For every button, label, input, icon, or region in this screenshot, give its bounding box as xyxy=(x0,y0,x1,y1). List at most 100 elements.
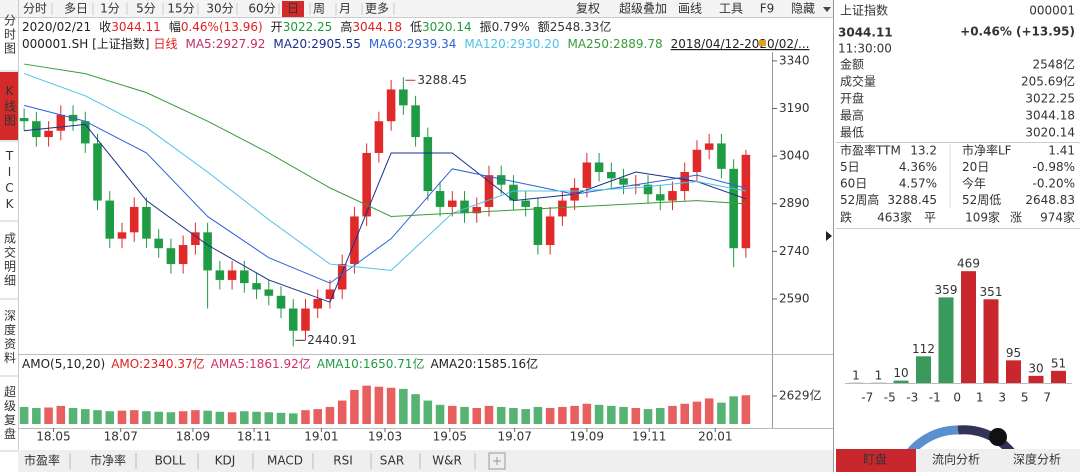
row-label: 最高 xyxy=(840,108,864,123)
indicator-tab[interactable]: MACD xyxy=(267,454,303,468)
candle-body xyxy=(166,248,176,265)
bar-value-label: 95 xyxy=(1006,346,1021,360)
toolbar-tab[interactable]: 日 xyxy=(287,2,299,16)
info-value: 3044.11 xyxy=(111,20,161,34)
toolbar-button[interactable]: 画线 xyxy=(678,2,702,16)
volume-bar xyxy=(117,410,127,424)
x-tick-label: 19.05 xyxy=(433,430,467,444)
edge-label: 0 xyxy=(953,391,961,405)
toolbar-tab[interactable]: 15分 xyxy=(167,2,194,16)
lock-icon xyxy=(759,40,766,46)
toolbar-tab[interactable]: 60分 xyxy=(248,2,275,16)
panel-tab[interactable]: 深度分析 xyxy=(1013,452,1061,467)
candle-body xyxy=(44,130,53,138)
toolbar-tab[interactable]: 30分 xyxy=(206,2,233,16)
volume-bar xyxy=(68,408,78,424)
candle-body xyxy=(142,206,151,239)
x-tick-label: 18.05 xyxy=(36,430,70,444)
side-tab[interactable]: TICK xyxy=(3,149,17,213)
indicator-tab[interactable]: 市盈率 xyxy=(24,453,60,468)
x-tick-label: 19.07 xyxy=(497,430,531,444)
side-tab[interactable]: 分时图 xyxy=(3,14,17,56)
gauge-needle xyxy=(989,428,1007,446)
ma-line xyxy=(24,63,746,217)
volume-bar xyxy=(729,396,738,424)
add-tab[interactable] xyxy=(488,452,506,470)
candle-body xyxy=(680,172,689,192)
chart-title: 000001.SH [上证指数] xyxy=(22,36,149,51)
toolbar-button[interactable]: 超级叠加 xyxy=(619,1,667,16)
stat-value: 2648.83 xyxy=(1025,193,1075,207)
toolbar-tab[interactable]: 5分 xyxy=(136,2,156,16)
date-range: 2018/04/12-2020/02/... xyxy=(671,37,810,51)
candle-body xyxy=(288,308,298,331)
quote-time: 11:30:00 xyxy=(838,42,892,56)
collapse-arrow[interactable] xyxy=(826,231,832,241)
x-tick-label: 19.09 xyxy=(570,430,604,444)
toolbar-button[interactable]: F9 xyxy=(760,2,775,16)
volume-bar xyxy=(680,403,689,424)
side-tab[interactable]: 成交明细 xyxy=(3,232,17,288)
y-tick-label: 3340 xyxy=(779,53,810,67)
toolbar-tab[interactable]: 1分 xyxy=(100,2,120,16)
volume-bar xyxy=(325,406,335,424)
candle-body xyxy=(154,238,163,249)
toolbar-tab[interactable]: 月 xyxy=(339,2,351,16)
bar-value-label: 112 xyxy=(912,342,935,356)
toolbar-tab[interactable]: 周 xyxy=(313,2,325,16)
y-tick-label: 2590 xyxy=(779,291,810,305)
volume-bar xyxy=(19,406,29,424)
candle-body xyxy=(594,162,604,172)
edge-label: -5 xyxy=(884,391,896,405)
stat-value: -0.98% xyxy=(1033,160,1075,174)
volume-bar xyxy=(484,405,494,424)
toolbar-button[interactable]: 隐藏 xyxy=(791,2,815,16)
distribution-bar xyxy=(961,271,976,383)
y-tick-label: 2740 xyxy=(779,244,810,258)
side-tab[interactable]: 深度资料 xyxy=(3,309,17,365)
y-tick-label: 2629亿 xyxy=(779,387,822,402)
x-tick-label: 18.09 xyxy=(176,430,210,444)
row-value: 205.69亿 xyxy=(1021,74,1075,89)
toolbar-tab[interactable]: 更多 xyxy=(365,2,389,16)
row-label: 成交量 xyxy=(840,74,876,89)
volume-bar xyxy=(717,402,726,424)
side-tab[interactable]: K线图 xyxy=(3,84,17,128)
candle-body xyxy=(729,168,738,249)
candle-body xyxy=(643,184,653,195)
edge-label: 3 xyxy=(998,391,1006,405)
volume-bar xyxy=(166,412,176,424)
candle-body xyxy=(325,289,335,299)
panel-tab[interactable]: 流向分析 xyxy=(932,452,980,467)
volume-bar xyxy=(350,389,359,424)
volume-bar xyxy=(582,403,592,424)
indicator-tab[interactable]: KDJ xyxy=(215,454,236,468)
candle-body xyxy=(215,270,225,280)
distribution-bar xyxy=(983,299,999,383)
toolbar-tab[interactable]: 分时 xyxy=(23,2,47,16)
volume-bar xyxy=(521,409,530,424)
indicator-tab[interactable]: W&R xyxy=(432,454,462,468)
indicator-tab[interactable]: BOLL xyxy=(155,454,186,468)
indicator-tab[interactable]: RSI xyxy=(333,454,353,468)
panel-tab[interactable]: 盯盘 xyxy=(863,452,887,467)
add-icon xyxy=(493,457,501,465)
stat-value: 1.41 xyxy=(1048,144,1075,158)
row-value: 3020.14 xyxy=(1025,126,1075,140)
volume-bar xyxy=(288,413,298,424)
edge-label: 5 xyxy=(1021,391,1029,405)
toolbar-button[interactable]: 工具 xyxy=(719,2,743,16)
quote-code: 000001 xyxy=(1029,4,1075,18)
toolbar-button[interactable]: 复权 xyxy=(576,2,600,16)
indicator-tab[interactable]: SAR xyxy=(380,454,404,468)
side-tab[interactable]: 超级复盘 xyxy=(3,384,17,441)
row-label: 最低 xyxy=(840,126,864,140)
x-tick-label: 18.11 xyxy=(237,430,271,444)
volume-bar xyxy=(460,406,469,424)
candle-body xyxy=(448,200,457,207)
toolbar-tab[interactable]: 多日 xyxy=(64,2,88,16)
indicator-tab[interactable]: 市净率 xyxy=(90,453,126,468)
volume-bar xyxy=(105,411,115,424)
edge-label: 7 xyxy=(1043,391,1051,405)
